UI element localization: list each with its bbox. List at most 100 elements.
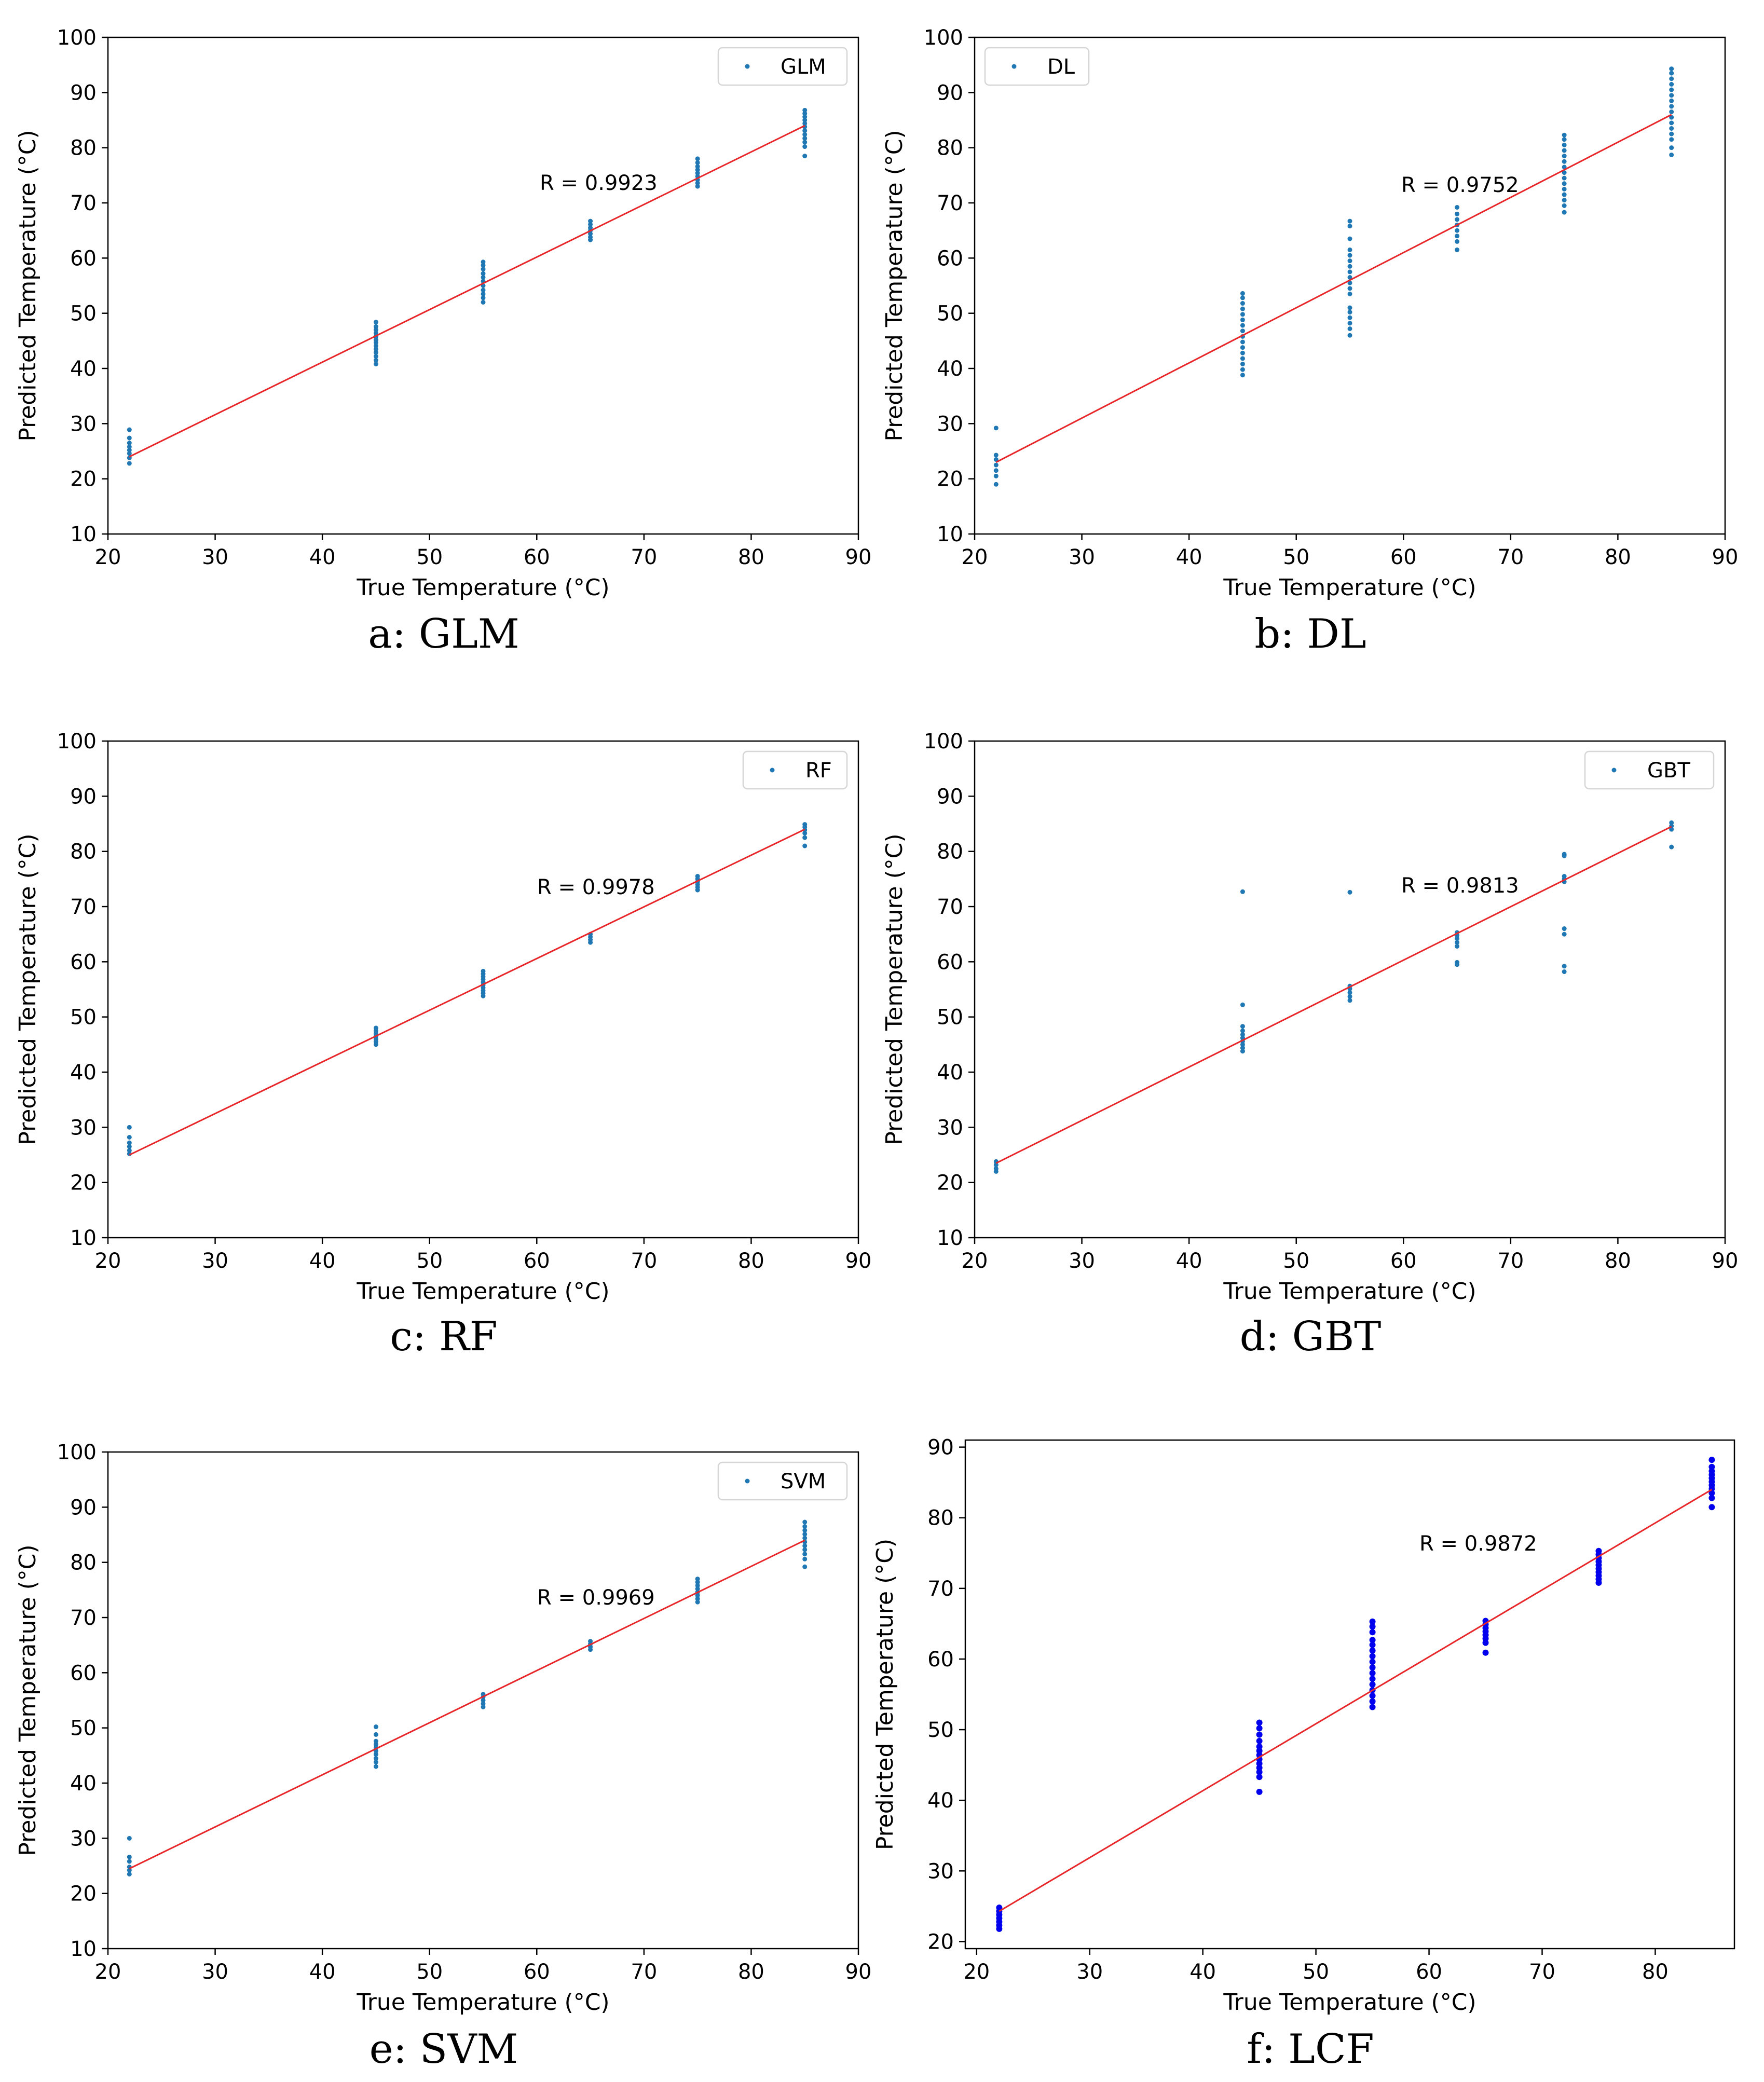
scatter-point — [1669, 131, 1674, 136]
scatter-point — [1669, 76, 1674, 81]
scatter-point — [802, 1519, 808, 1525]
scatter-point — [588, 235, 593, 240]
scatter-point — [1347, 275, 1352, 280]
scatter-point — [1369, 1629, 1376, 1636]
scatter-point — [1562, 159, 1567, 164]
scatter-point — [1369, 1623, 1376, 1630]
legend-label: GBT — [1647, 759, 1690, 783]
legend-box — [1584, 750, 1715, 790]
scatter-point — [1669, 827, 1674, 832]
scatter-point — [1347, 326, 1352, 331]
scatter-point — [993, 426, 999, 431]
scatter-point — [1240, 317, 1245, 322]
r-value-annotation: R = 0.9813 — [1401, 874, 1519, 898]
x-tick-label: 40 — [1189, 1960, 1216, 1984]
scatter-point — [127, 435, 132, 441]
y-tick-label: 90 — [937, 785, 963, 809]
scatter-point — [1669, 104, 1674, 109]
scatter-point — [1347, 224, 1352, 229]
legend-box — [717, 47, 848, 86]
y-axis-label: Predicted Temperature (°C) — [15, 130, 41, 441]
subfigure-caption: f: LCF — [1247, 2026, 1374, 2073]
scatter-point — [127, 1836, 132, 1841]
y-tick-label: 30 — [70, 412, 97, 436]
scatter-point — [802, 1524, 808, 1529]
y-tick-label: 70 — [70, 895, 97, 919]
scatter-point — [802, 111, 808, 116]
scatter-point — [1347, 990, 1352, 995]
scatter-point — [1669, 98, 1674, 103]
subfigure-caption: e: SVM — [370, 2026, 518, 2073]
y-tick-label: 90 — [70, 81, 97, 105]
x-tick-label: 20 — [962, 545, 988, 569]
scatter-point — [802, 118, 808, 122]
y-axis-label: Predicted Temperature (°C) — [872, 1539, 898, 1850]
scatter-point — [1482, 1649, 1489, 1656]
x-tick-label: 70 — [1497, 545, 1524, 569]
scatter-point — [1240, 339, 1245, 345]
x-tick-label: 30 — [1076, 1960, 1103, 1984]
x-tick-label: 60 — [1390, 1249, 1417, 1273]
scatter-point — [802, 1556, 808, 1562]
y-tick-label: 80 — [70, 840, 97, 864]
scatter-point — [588, 231, 593, 237]
y-axis-label: Predicted Temperature (°C) — [881, 130, 908, 441]
scatter-point — [1347, 310, 1352, 315]
y-tick-label: 30 — [927, 1859, 954, 1883]
x-tick-label: 40 — [309, 545, 336, 569]
scatter-point — [373, 1742, 378, 1747]
scatter-point — [695, 181, 700, 186]
legend-label: GLM — [781, 55, 826, 79]
scatter-point — [695, 1583, 700, 1588]
scatter-point — [373, 1760, 378, 1765]
y-tick-label: 50 — [937, 1006, 963, 1030]
scatter-point — [127, 1854, 132, 1859]
scatter-point — [695, 1577, 700, 1582]
chart-lcf: 20 30 40 50 60 70 80 20 30 40 50 60 70 80 90 True Tempe… — [872, 1436, 1735, 2073]
scatter-point — [802, 128, 808, 133]
y-tick-label: 20 — [937, 468, 963, 491]
scatter-point — [1369, 1704, 1376, 1710]
x-tick-label: 20 — [95, 545, 121, 569]
scatter-point — [373, 1724, 378, 1730]
x-tick-label: 90 — [845, 1960, 872, 1984]
y-tick-label: 90 — [70, 785, 97, 809]
scatter-point — [127, 441, 132, 446]
y-tick-label: 50 — [70, 1006, 97, 1030]
x-tick-label: 20 — [95, 1249, 121, 1273]
x-tick-label: 60 — [524, 545, 550, 569]
scatter-point — [1562, 969, 1567, 974]
legend: GLM — [717, 47, 848, 86]
scatter-point — [481, 275, 486, 280]
scatter-point — [802, 140, 808, 145]
plot-frame — [107, 36, 859, 535]
x-tick-label: 80 — [1605, 545, 1631, 569]
x-axis-label: True Temperature (°C) — [1223, 574, 1476, 601]
scatter-point — [1256, 1725, 1263, 1732]
plot-frame — [107, 740, 859, 1239]
scatter-point — [481, 968, 486, 974]
x-tick-label: 20 — [963, 1960, 990, 1984]
x-tick-label: 60 — [524, 1249, 550, 1273]
scatter-point — [1256, 1731, 1263, 1738]
y-tick-label: 60 — [70, 950, 97, 974]
plot-frame — [964, 1439, 1735, 1950]
x-tick-label: 40 — [1176, 1249, 1202, 1273]
chart-svm: 20 30 40 50 60 70 80 90102030405060708090100Tru… — [15, 1441, 871, 2073]
scatter-point — [1240, 1002, 1245, 1007]
scatter-point — [1455, 211, 1460, 216]
scatter-point — [1256, 1719, 1263, 1726]
scatter-point — [802, 822, 808, 827]
scatter-point — [1669, 120, 1674, 126]
legend-marker — [1611, 768, 1617, 773]
scatter-point — [1562, 192, 1567, 197]
scatter-point — [127, 1859, 132, 1864]
y-tick-label: 80 — [70, 136, 97, 160]
scatter-point — [1369, 1637, 1376, 1643]
x-tick-label: 30 — [1069, 545, 1095, 569]
x-tick-label: 90 — [1712, 545, 1739, 569]
scatter-point — [373, 337, 378, 343]
scatter-point — [1455, 247, 1460, 252]
scatter-point — [802, 1531, 808, 1537]
